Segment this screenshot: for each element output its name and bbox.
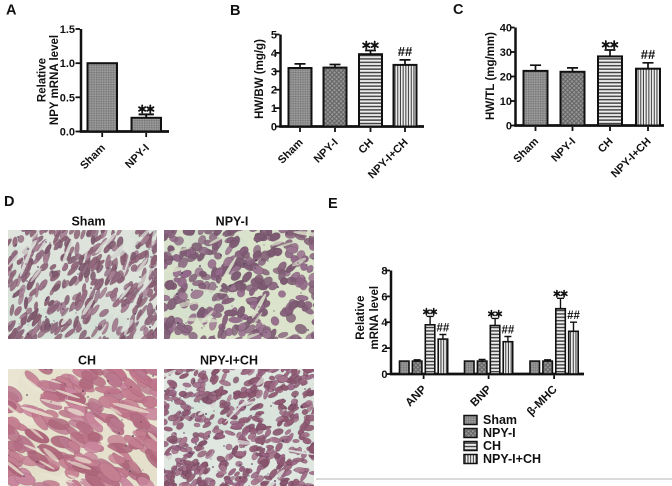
svg-text:0: 0 bbox=[506, 121, 512, 133]
svg-text:0: 0 bbox=[271, 122, 277, 134]
svg-text:NPY-I: NPY-I bbox=[483, 426, 516, 440]
svg-text:Relative: Relative bbox=[37, 58, 49, 102]
svg-text:8: 8 bbox=[381, 266, 387, 278]
svg-text:##: ## bbox=[502, 325, 515, 337]
svg-text:NPY mRNA level: NPY mRNA level bbox=[49, 35, 61, 125]
svg-text:CH: CH bbox=[78, 354, 96, 368]
svg-text:Relative: Relative bbox=[355, 296, 367, 340]
svg-text:##: ## bbox=[641, 47, 656, 62]
svg-text:Sham: Sham bbox=[71, 215, 105, 229]
svg-text:NPY-I: NPY-I bbox=[216, 215, 249, 229]
svg-text:5: 5 bbox=[271, 30, 277, 42]
svg-text:##: ## bbox=[398, 44, 413, 59]
svg-text:1.0: 1.0 bbox=[60, 58, 75, 70]
svg-text:1: 1 bbox=[271, 103, 277, 115]
svg-text:E: E bbox=[328, 196, 338, 212]
svg-text:3: 3 bbox=[271, 66, 277, 78]
svg-text:2: 2 bbox=[271, 85, 277, 97]
svg-text:D: D bbox=[4, 194, 14, 210]
svg-text:mRNA level: mRNA level bbox=[369, 286, 381, 350]
svg-text:1.5: 1.5 bbox=[60, 24, 75, 36]
svg-text:40: 40 bbox=[500, 23, 512, 35]
svg-text:##: ## bbox=[567, 310, 580, 322]
svg-text:0.0: 0.0 bbox=[60, 127, 75, 139]
svg-text:CH: CH bbox=[483, 439, 501, 453]
svg-text:30: 30 bbox=[500, 47, 512, 59]
svg-text:0.5: 0.5 bbox=[60, 92, 75, 104]
svg-text:##: ## bbox=[437, 323, 450, 335]
svg-text:C: C bbox=[453, 2, 464, 18]
svg-text:2: 2 bbox=[381, 343, 387, 355]
svg-text:0: 0 bbox=[381, 369, 387, 381]
svg-text:HW/BW (mg/g): HW/BW (mg/g) bbox=[254, 39, 266, 119]
svg-text:6: 6 bbox=[381, 291, 387, 303]
svg-text:4: 4 bbox=[381, 317, 388, 329]
svg-text:A: A bbox=[6, 3, 17, 19]
svg-text:NPY-I+CH: NPY-I+CH bbox=[483, 452, 541, 466]
svg-text:B: B bbox=[230, 3, 240, 19]
svg-text:20: 20 bbox=[500, 72, 512, 84]
svg-text:HW/TL (mg/mm): HW/TL (mg/mm) bbox=[485, 32, 497, 120]
svg-text:NPY-I+CH: NPY-I+CH bbox=[200, 354, 258, 368]
svg-text:4: 4 bbox=[271, 48, 278, 60]
svg-text:Sham: Sham bbox=[483, 413, 517, 427]
svg-text:10: 10 bbox=[500, 96, 512, 108]
